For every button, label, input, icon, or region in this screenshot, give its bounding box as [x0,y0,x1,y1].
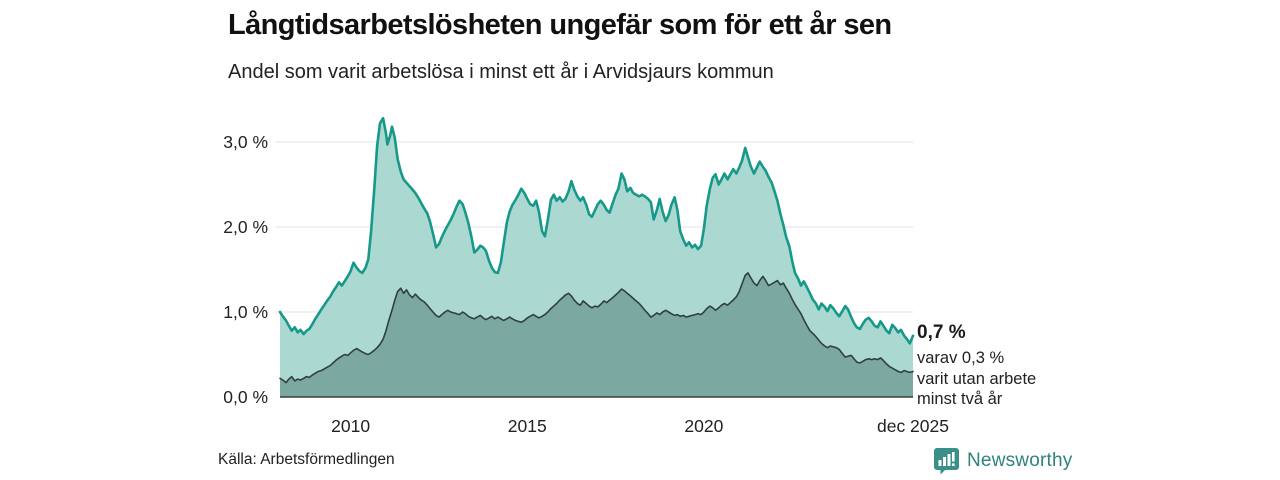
chart-subtitle: Andel som varit arbetslösa i minst ett å… [228,61,774,83]
x-tick-2010: 2010 [331,416,370,436]
y-tick-1,0 %: 1,0 % [223,302,268,322]
brand-name: Newsworthy [967,450,1073,471]
source-note: Källa: Arbetsförmedlingen [218,451,395,468]
series-two-year-line [279,272,914,384]
y-tick-0,0 %: 0,0 % [223,387,268,407]
end-value-annotation: 0,7 % varav 0,3 % varit utan arbete mins… [917,322,1077,410]
y-tick-2,0 %: 2,0 % [223,217,268,237]
end-value-total: 0,7 % [917,322,966,343]
annotation-line-2: varit utan arbete [917,369,1037,388]
series-total-one-year-line [278,116,915,345]
newsworthy-logo: Newsworthy [933,447,1072,475]
series-two-year-area [280,272,913,397]
annotation-line-3: minst två år [917,390,1003,408]
x-tick-2015: 2015 [508,416,547,436]
y-tick-3,0 %: 3,0 % [223,132,268,152]
x-tick-dec 2025: dec 2025 [877,416,949,436]
x-tick-2020: 2020 [684,416,723,436]
page-title: Långtidsarbetslösheten ungefär som för e… [228,9,892,41]
annotation-line-1: varav 0,3 % [917,349,1005,367]
newsworthy-bubble-chart-icon [934,448,959,475]
